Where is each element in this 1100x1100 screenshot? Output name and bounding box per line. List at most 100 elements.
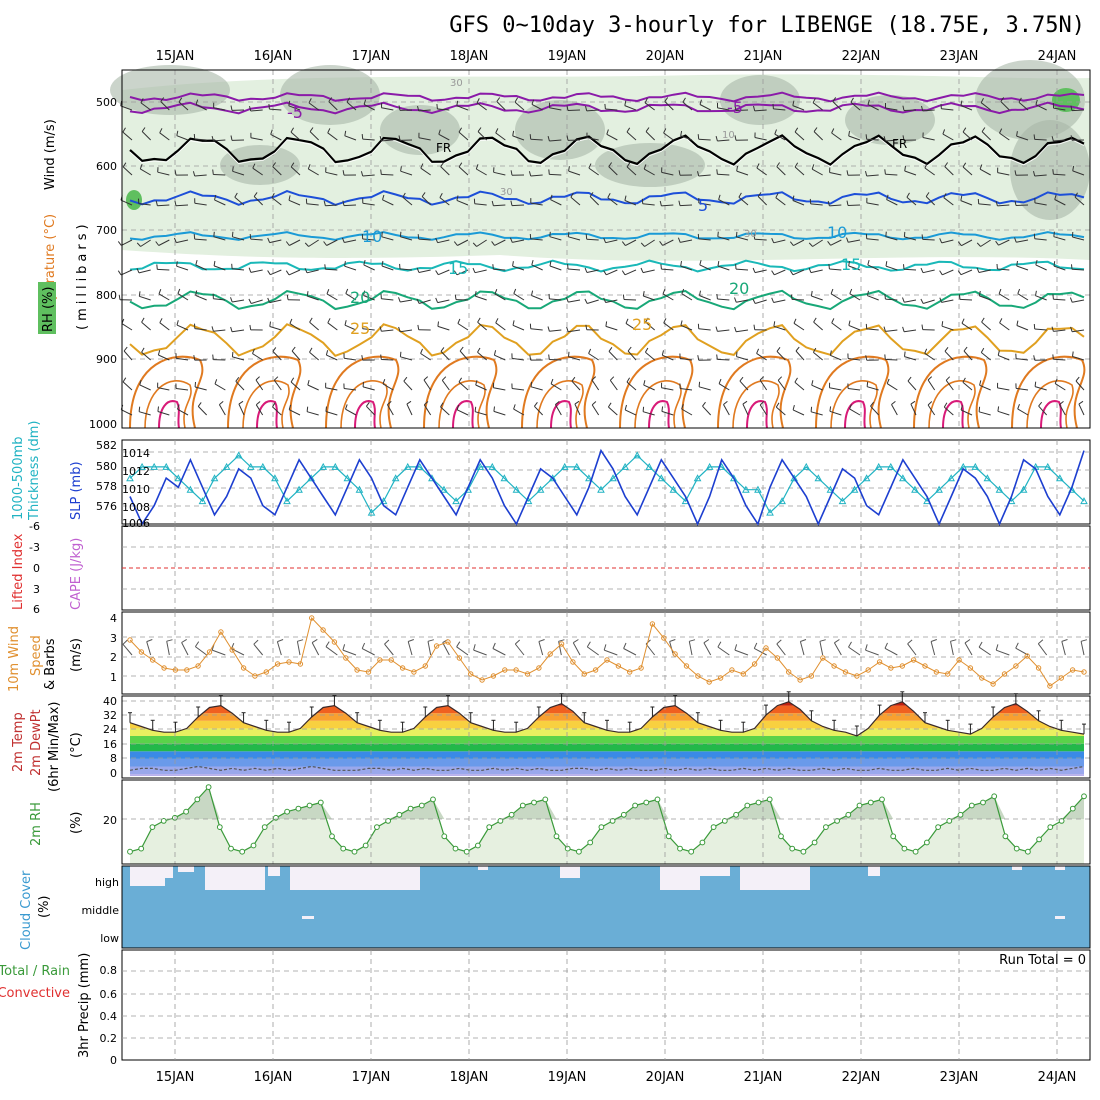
wind-barb: [362, 202, 375, 206]
wind10-point: [1047, 683, 1053, 689]
rh2m-point: [452, 845, 459, 852]
wind-barb-flag: [494, 289, 498, 295]
rh2m-point: [396, 811, 403, 818]
slp-thickness-panel: 582 580 578 576 1014 1012 1010 1008 1006…: [11, 421, 1091, 530]
rh2m-point: [879, 796, 885, 803]
wind-barb: [238, 403, 245, 416]
thickness-point: [645, 462, 654, 470]
wind-barb-flag: [886, 378, 890, 384]
wind10-point: [411, 669, 417, 675]
wind-barb-flag: [883, 136, 886, 142]
contour-35: [1040, 400, 1062, 429]
wind-barb: [568, 299, 581, 303]
wind-barb-flag: [626, 127, 631, 133]
wind10-barb: [181, 642, 189, 656]
wind-barb-flag: [608, 347, 613, 352]
rh2m-point: [138, 845, 145, 852]
wind-barb-flag: [1014, 237, 1017, 243]
wind-barb: [568, 170, 581, 176]
wind-barb-flag: [492, 264, 494, 270]
wind-barb: [662, 354, 674, 361]
temp-band: [130, 701, 1084, 706]
wind-barb: [1034, 174, 1047, 177]
wind-barb: [774, 269, 786, 276]
wind-barb-flag: [884, 354, 886, 360]
temp-tick: 16: [103, 738, 117, 751]
wind-barb-flag: [870, 401, 874, 407]
wind-barb-flag: [921, 234, 924, 240]
wind-barb: [549, 107, 562, 111]
wind-barb-flag: [962, 127, 967, 133]
thickness-point: [778, 497, 786, 505]
wind-barb-flag: [345, 404, 348, 410]
slp-grid: [122, 440, 1090, 524]
wind-barb-flag: [252, 348, 255, 354]
wind-barb: [494, 239, 506, 246]
wind10-point: [1058, 675, 1065, 681]
wind-barb: [255, 379, 264, 391]
wind-barb: [477, 351, 487, 361]
wind-barb: [232, 236, 245, 241]
rh2m-label: 2m RH: [29, 802, 44, 846]
wind-barb-flag: [606, 129, 609, 135]
wind10-barb: [688, 641, 693, 656]
wind-barb: [586, 269, 599, 273]
wind-barb: [232, 268, 245, 271]
contour-20: [129, 289, 1085, 311]
contour-label-5: 5: [698, 196, 708, 215]
wind-barb: [194, 202, 207, 206]
wind-barb: [1016, 387, 1029, 391]
rh2m-point: [340, 845, 347, 852]
wind-barb: [735, 109, 749, 111]
wind-barb-flag: [608, 162, 613, 167]
wind-barb: [624, 409, 637, 416]
wind-barb-flag: [248, 298, 252, 304]
rh2m-point: [284, 808, 291, 815]
wind-barb: [138, 411, 151, 416]
wind10-barb: [703, 642, 712, 656]
wind-barb-flag: [621, 241, 626, 246]
wind-barb: [924, 352, 935, 361]
wind-barb: [272, 406, 282, 416]
cape-tick: -6: [29, 520, 40, 533]
thickness-point: [1019, 485, 1028, 493]
wind10-barb: [776, 643, 786, 656]
rh2m-point: [912, 848, 919, 855]
wind10-point: [184, 667, 190, 673]
wind10-point: [842, 669, 849, 675]
wind-barb: [1016, 358, 1029, 361]
wind-barb-flag: [591, 401, 597, 406]
thickness-point: [319, 462, 328, 470]
wind-barb: [344, 388, 357, 391]
wind10-point: [615, 663, 622, 669]
slp-axis: 1014 1012 1010 1008 1006: [122, 447, 150, 530]
wind10-barb-flag: [800, 639, 807, 642]
wind-barb-flag: [734, 297, 737, 303]
wind-barb: [980, 102, 991, 111]
wind-barb: [849, 408, 861, 416]
wind-barb: [813, 321, 823, 331]
wind-barb-flag: [416, 298, 420, 304]
wind-barb: [250, 137, 263, 141]
wind-barb-flag: [458, 162, 463, 168]
wind-barb-flag: [1053, 261, 1056, 267]
wind-barb: [399, 268, 413, 271]
wind-barb-flag: [588, 348, 592, 354]
wind-barb-flag: [607, 192, 611, 198]
cloud-gap: [1012, 866, 1022, 870]
wind-barb-flag: [907, 376, 912, 382]
wind-barb-flag: [738, 192, 742, 198]
wind10-barb-flag: [297, 639, 304, 642]
wind-barb-flag: [534, 401, 538, 407]
wind-barb: [661, 410, 674, 416]
wind10-barb: [427, 641, 432, 656]
wind-barb: [1034, 238, 1047, 241]
wind-barb-flag: [1035, 99, 1038, 105]
wind-barb-flag: [846, 237, 849, 243]
wind-barb: [999, 322, 1010, 331]
wind-barb: [795, 350, 805, 361]
wind-barb-flag: [976, 267, 980, 273]
wind-barb: [272, 166, 282, 176]
thickness-point: [947, 474, 956, 482]
wind10-barb-flag: [669, 639, 676, 642]
